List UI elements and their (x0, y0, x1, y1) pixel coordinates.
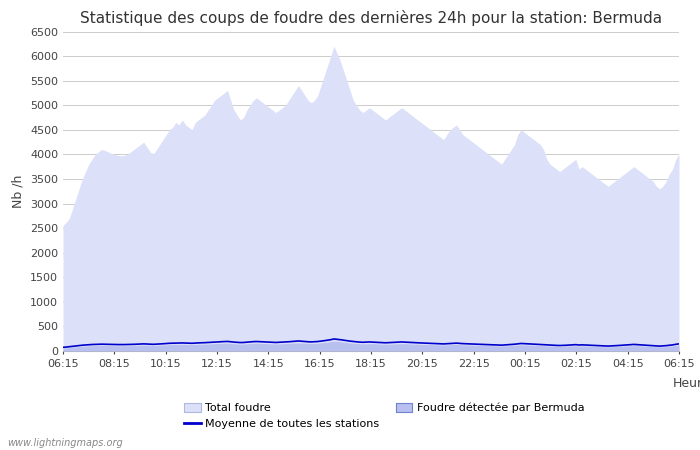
Title: Statistique des coups de foudre des dernières 24h pour la station: Bermuda: Statistique des coups de foudre des dern… (80, 10, 662, 26)
Y-axis label: Nb /h: Nb /h (11, 175, 25, 208)
Text: www.lightningmaps.org: www.lightningmaps.org (7, 438, 122, 448)
Legend: Total foudre, Moyenne de toutes les stations, Foudre détectée par Bermuda: Total foudre, Moyenne de toutes les stat… (179, 398, 589, 433)
X-axis label: Heure: Heure (673, 377, 700, 390)
